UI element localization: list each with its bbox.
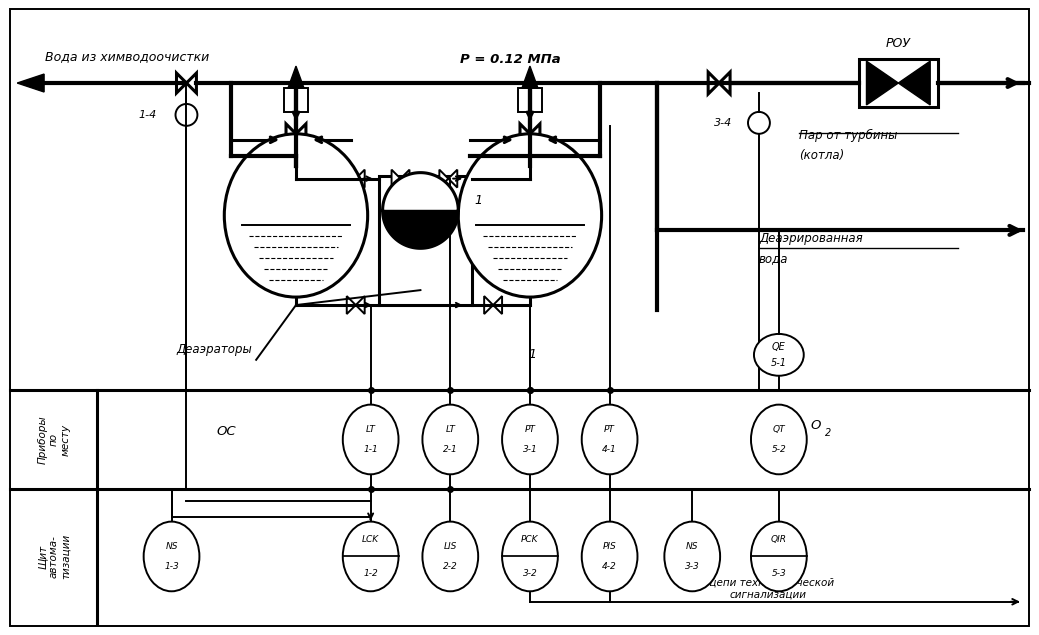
Polygon shape xyxy=(439,170,448,187)
Text: 3-1: 3-1 xyxy=(523,444,537,454)
Bar xyxy=(518,88,542,112)
Text: 2: 2 xyxy=(825,429,831,439)
Text: NS: NS xyxy=(686,542,698,551)
Text: 3-4: 3-4 xyxy=(714,118,732,128)
Text: 5-1: 5-1 xyxy=(771,358,787,368)
Polygon shape xyxy=(719,72,730,94)
Text: Пар от турбины: Пар от турбины xyxy=(799,129,897,142)
Polygon shape xyxy=(484,170,494,187)
Polygon shape xyxy=(484,296,494,314)
Ellipse shape xyxy=(754,334,804,376)
Text: 1-3: 1-3 xyxy=(164,562,179,571)
Text: 1: 1 xyxy=(528,349,536,361)
Polygon shape xyxy=(494,170,502,187)
Text: Приборы
по
месту: Приборы по месту xyxy=(37,415,71,464)
Polygon shape xyxy=(347,170,355,187)
Ellipse shape xyxy=(458,134,602,297)
Text: PIS: PIS xyxy=(603,542,616,551)
Text: QE: QE xyxy=(772,342,785,352)
Polygon shape xyxy=(709,72,719,94)
Text: LT: LT xyxy=(366,425,375,434)
Text: 3-2: 3-2 xyxy=(523,569,537,578)
Text: Деаэрированная: Деаэрированная xyxy=(758,232,862,245)
Text: 2-1: 2-1 xyxy=(443,444,457,454)
Polygon shape xyxy=(899,61,930,105)
Text: 4-2: 4-2 xyxy=(603,562,617,571)
Polygon shape xyxy=(448,170,457,187)
Text: QIR: QIR xyxy=(771,535,787,544)
Ellipse shape xyxy=(502,404,558,474)
Polygon shape xyxy=(520,124,530,144)
Text: 5-3: 5-3 xyxy=(772,569,787,578)
Polygon shape xyxy=(347,296,355,314)
Ellipse shape xyxy=(502,521,558,591)
Ellipse shape xyxy=(423,521,478,591)
Text: 3-3: 3-3 xyxy=(685,562,699,571)
Ellipse shape xyxy=(751,404,806,474)
Polygon shape xyxy=(382,173,458,210)
Polygon shape xyxy=(355,296,365,314)
Text: -: - xyxy=(346,530,351,543)
Polygon shape xyxy=(382,210,458,248)
Ellipse shape xyxy=(343,404,399,474)
Ellipse shape xyxy=(582,404,638,474)
Text: 4-1: 4-1 xyxy=(603,444,617,454)
Polygon shape xyxy=(286,124,296,144)
Text: сигнализации: сигнализации xyxy=(729,590,806,600)
Text: Деаэраторы: Деаэраторы xyxy=(177,344,252,356)
Polygon shape xyxy=(400,170,409,187)
Text: 1-1: 1-1 xyxy=(364,444,378,454)
Text: (котла): (котла) xyxy=(799,149,844,162)
Polygon shape xyxy=(494,296,502,314)
Text: РОУ: РОУ xyxy=(886,37,911,50)
Text: 1-4: 1-4 xyxy=(138,110,157,120)
Ellipse shape xyxy=(343,521,399,591)
Polygon shape xyxy=(18,74,44,92)
Polygon shape xyxy=(392,170,400,187)
Text: LIS: LIS xyxy=(444,542,457,551)
Text: 1: 1 xyxy=(474,194,482,207)
Text: PCK: PCK xyxy=(522,535,538,544)
Polygon shape xyxy=(296,124,305,144)
Bar xyxy=(858,59,938,107)
Text: NS: NS xyxy=(165,542,178,551)
Ellipse shape xyxy=(664,521,720,591)
Polygon shape xyxy=(177,73,186,93)
Text: В цепи технологической: В цепи технологической xyxy=(699,578,834,588)
Bar xyxy=(378,176,472,305)
Text: Вода из химводоочистки: Вода из химводоочистки xyxy=(45,50,209,63)
Polygon shape xyxy=(530,124,540,144)
Text: O: O xyxy=(810,419,821,432)
Text: PT: PT xyxy=(525,425,535,434)
Text: P = 0.12 МПа: P = 0.12 МПа xyxy=(460,53,561,65)
Ellipse shape xyxy=(423,404,478,474)
Polygon shape xyxy=(288,66,304,88)
Polygon shape xyxy=(186,73,196,93)
Text: вода: вода xyxy=(758,252,789,265)
Polygon shape xyxy=(522,66,538,88)
Ellipse shape xyxy=(224,134,368,297)
Bar xyxy=(284,88,308,112)
Ellipse shape xyxy=(582,521,638,591)
Text: LT: LT xyxy=(446,425,455,434)
Text: 2-2: 2-2 xyxy=(443,562,457,571)
Text: 1-2: 1-2 xyxy=(364,569,378,578)
Text: PT: PT xyxy=(604,425,615,434)
Text: Щит
автома-
тизации: Щит автома- тизации xyxy=(37,534,71,579)
Ellipse shape xyxy=(751,521,806,591)
Polygon shape xyxy=(867,61,899,105)
Polygon shape xyxy=(355,170,365,187)
Ellipse shape xyxy=(143,521,199,591)
Text: ОС: ОС xyxy=(216,425,236,438)
Text: QT: QT xyxy=(773,425,785,434)
Text: LCK: LCK xyxy=(362,535,379,544)
Text: 5-2: 5-2 xyxy=(772,444,787,454)
